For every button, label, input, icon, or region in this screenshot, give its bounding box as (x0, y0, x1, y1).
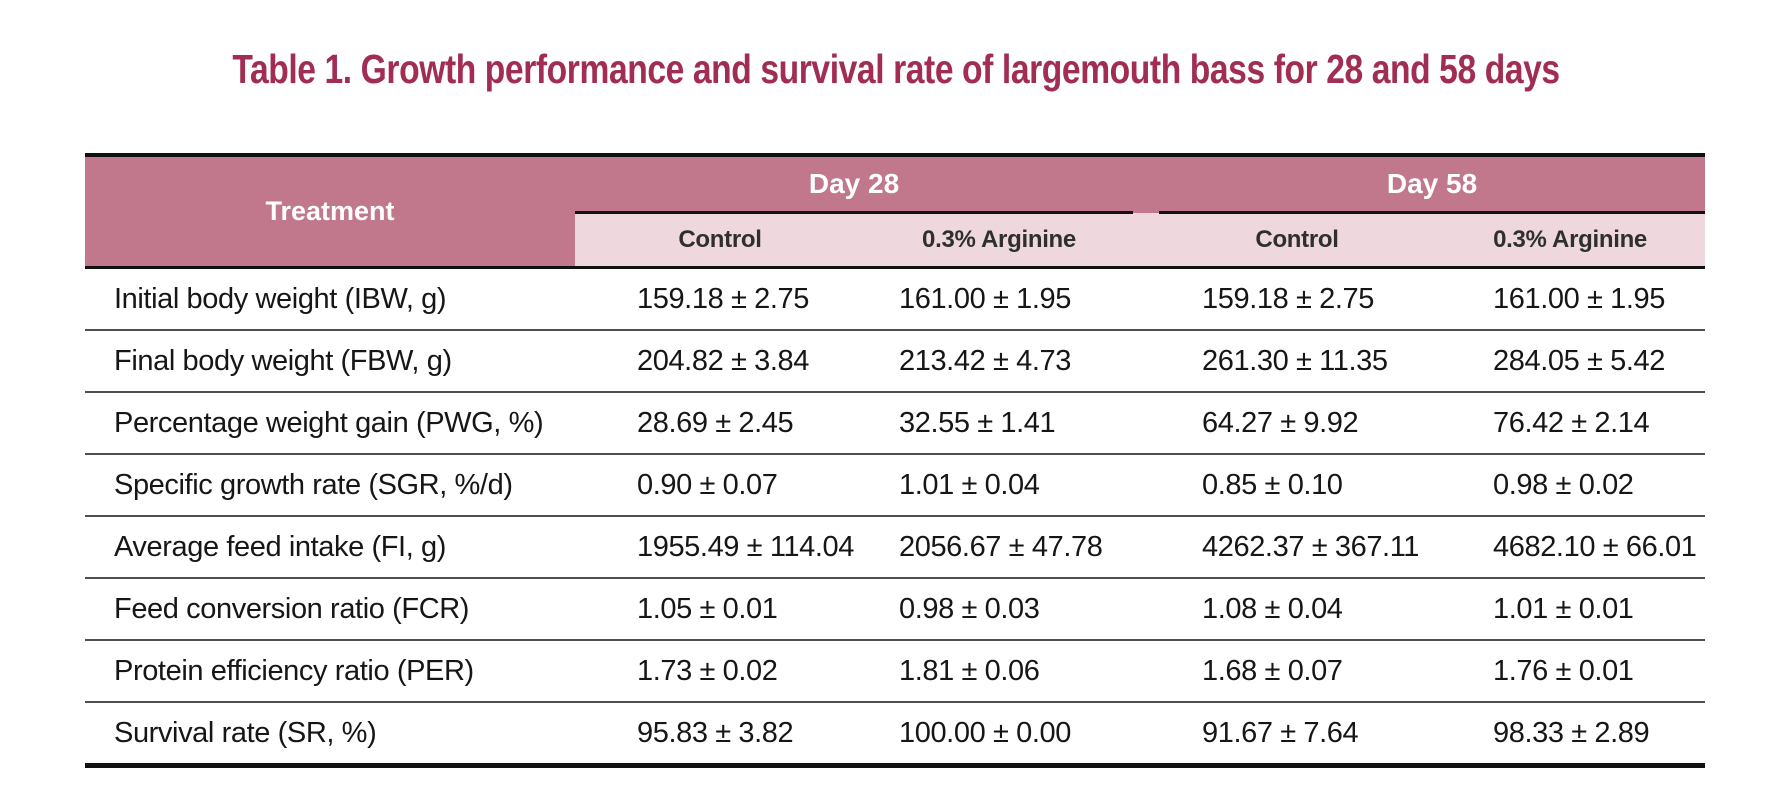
table-row: Protein efficiency ratio (PER) 1.73 ± 0.0… (85, 640, 1706, 703)
cell-value: 0.90 ± 0.07 (575, 454, 865, 517)
row-gap-cell (1133, 330, 1160, 393)
row-gap-cell (1133, 516, 1160, 579)
table-header: Treatment Day 28 Day 58 Control 0.3% Arg… (85, 155, 1706, 269)
cell-value: 28.69 ± 2.45 (575, 392, 865, 455)
cell-value: 4262.37 ± 367.11 (1159, 516, 1436, 579)
table-row: Survival rate (SR, %) 95.83 ± 3.82 100.00 … (85, 702, 1705, 766)
cell-value: 1.68 ± 0.07 (1159, 640, 1436, 703)
cell-value: 261.30 ± 11.35 (1159, 330, 1436, 393)
row-gap-cell (1133, 640, 1160, 703)
day28-group-header: Day 28 (575, 155, 1134, 214)
row-gap-cell (1133, 578, 1160, 641)
row-gap-cell (1133, 267, 1160, 331)
row-label: Specific growth rate (SGR, %/d) (85, 454, 575, 517)
day58-arginine-header: 0.3% Arginine (1435, 212, 1706, 269)
cell-value: 1.81 ± 0.06 (865, 640, 1134, 703)
group-header-gap (1133, 155, 1160, 213)
cell-value: 32.55 ± 1.41 (865, 392, 1134, 455)
cell-value: 100.00 ± 0.00 (899, 716, 1071, 749)
table-row: Feed conversion ratio (FCR) 1.05 ± 0.01 0.… (85, 578, 1706, 641)
cell-value: 1.01 ± 0.04 (865, 454, 1134, 517)
cell-value: 76.42 ± 2.14 (1435, 392, 1706, 455)
table-body: Initial body weight (IBW, g) 159.18 ± 2.7… (85, 267, 1706, 766)
table-title: Table 1. Growth performance and survival… (232, 46, 1560, 92)
subheader-gap (1133, 212, 1160, 269)
day28-control-header: Control (575, 212, 865, 269)
row-label: Average feed intake (FI, g) (85, 516, 575, 579)
growth-performance-table: Treatment Day 28 Day 58 Control 0.3% Arg… (85, 153, 1706, 768)
day58-group-header: Day 58 (1159, 155, 1706, 214)
row-gap-cell (1133, 392, 1160, 455)
table-row: Average feed intake (FI, g) 1955.49 ± 114… (85, 516, 1706, 579)
row-label: Percentage weight gain (PWG, %) (85, 392, 575, 455)
cell-value: 1955.49 ± 114.04 (575, 516, 865, 579)
table-row: Final body weight (FBW, g) 204.82 ± 3.84 2… (85, 330, 1706, 393)
cell-value: 2056.67 ± 47.78 (865, 516, 1134, 579)
cell-value: 0.98 ± 0.02 (1435, 454, 1706, 517)
cell-value: 1.08 ± 0.04 (1159, 578, 1436, 641)
day28-arginine-header: 0.3% Arginine (865, 212, 1134, 269)
cell-value: 4682.10 ± 66.01 (1435, 516, 1706, 579)
cell-value: 1.73 ± 0.02 (575, 640, 865, 703)
table-row: Percentage weight gain (PWG, %) 28.69 ± 2… (85, 392, 1706, 455)
row-label: Final body weight (FBW, g) (85, 330, 575, 393)
day58-control-header: Control (1159, 212, 1436, 269)
row-gap-cell (1133, 702, 1159, 766)
cell-value: 204.82 ± 3.84 (575, 330, 865, 393)
table-row: Specific growth rate (SGR, %/d) 0.90 ± 0.… (85, 454, 1706, 517)
row-label: Feed conversion ratio (FCR) (85, 578, 575, 641)
row-label: Initial body weight (IBW, g) (85, 267, 575, 331)
cell-value: 161.00 ± 1.95 (1435, 267, 1706, 331)
cell-value: 1.01 ± 0.01 (1435, 578, 1706, 641)
cell-value: 95.83 ± 3.82 (637, 716, 794, 749)
cell-value: 213.42 ± 4.73 (865, 330, 1134, 393)
cell-value: 1.05 ± 0.01 (575, 578, 865, 641)
cell-value: 159.18 ± 2.75 (575, 267, 865, 331)
row-gap-cell (1133, 454, 1160, 517)
cell-value: 0.85 ± 0.10 (1159, 454, 1436, 517)
cell-value: 0.98 ± 0.03 (865, 578, 1134, 641)
cell-value: 64.27 ± 9.92 (1159, 392, 1436, 455)
cell-value: 98.33 ± 2.89 (1493, 716, 1650, 749)
treatment-column-header: Treatment (85, 155, 575, 269)
table-row: Initial body weight (IBW, g) 159.18 ± 2.7… (85, 267, 1706, 331)
group-header-row: Treatment Day 28 Day 58 (85, 155, 1706, 269)
cell-value: 91.67 ± 7.64 (1202, 716, 1359, 749)
cell-value: 161.00 ± 1.95 (865, 267, 1134, 331)
row-label: Protein efficiency ratio (PER) (85, 640, 575, 703)
row-label: Survival rate (SR, %) (114, 716, 377, 749)
cell-value: 159.18 ± 2.75 (1159, 267, 1436, 331)
cell-value: 1.76 ± 0.01 (1435, 640, 1706, 703)
subheader-row: Control 0.3% Arginine Control 0.3% Argin… (85, 212, 1706, 269)
cell-value: 284.05 ± 5.42 (1435, 330, 1706, 393)
